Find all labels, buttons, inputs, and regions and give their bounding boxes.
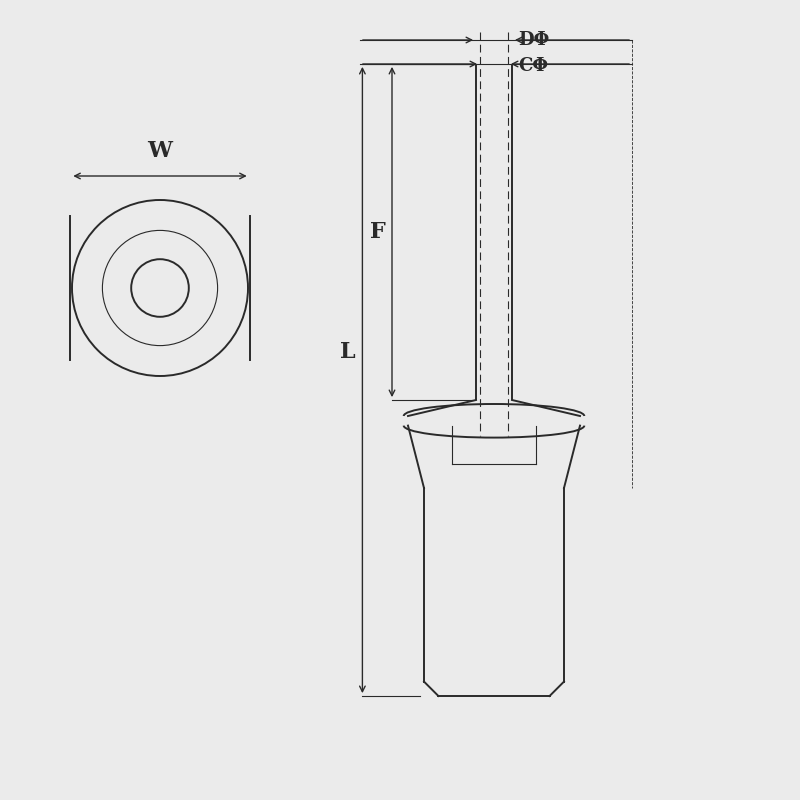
Text: F: F xyxy=(370,221,386,243)
Text: CΦ: CΦ xyxy=(518,57,549,74)
Text: DΦ: DΦ xyxy=(518,31,550,49)
Text: W: W xyxy=(147,139,173,162)
Text: L: L xyxy=(340,341,356,363)
